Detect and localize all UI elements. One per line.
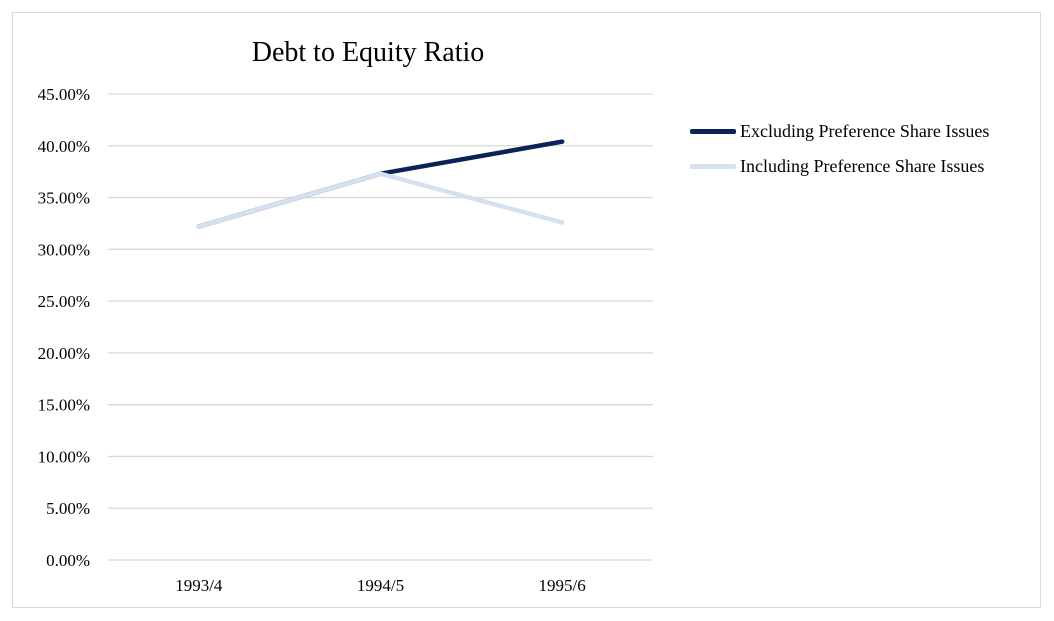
y-tick-label: 15.00%	[38, 396, 90, 415]
chart-title: Debt to Equity Ratio	[252, 37, 485, 68]
y-tick-label: 40.00%	[38, 137, 90, 156]
y-tick-label: 10.00%	[38, 447, 90, 466]
y-tick-label: 5.00%	[46, 499, 90, 518]
x-tick-label: 1993/4	[175, 576, 223, 595]
y-tick-label: 20.00%	[38, 344, 90, 363]
x-axis-tick-labels: 1993/4 1994/5 1995/6	[175, 576, 586, 595]
legend-label-including: Including Preference Share Issues	[740, 156, 985, 176]
legend-label-excluding: Excluding Preference Share Issues	[740, 121, 990, 141]
legend-swatch-excluding	[690, 129, 736, 134]
x-tick-label: 1995/6	[539, 576, 586, 595]
y-tick-label: 30.00%	[38, 240, 90, 259]
legend-item-excluding: Excluding Preference Share Issues	[690, 114, 989, 149]
y-tick-label: 45.00%	[38, 85, 90, 104]
series-line-excluding	[196, 139, 565, 229]
y-tick-label: 35.00%	[38, 189, 90, 208]
series-line-including	[196, 171, 565, 229]
legend-item-including: Including Preference Share Issues	[690, 149, 989, 184]
x-tick-label: 1994/5	[357, 576, 404, 595]
y-tick-label: 0.00%	[46, 551, 90, 570]
series-lines	[196, 139, 565, 229]
gridlines	[108, 93, 653, 561]
y-tick-label: 25.00%	[38, 292, 90, 311]
legend-swatch-including	[690, 164, 736, 169]
y-axis-tick-labels: 0.00% 5.00% 10.00% 15.00% 20.00% 25.00% 30.00%…	[38, 85, 90, 570]
legend: Excluding Preference Share Issues Includ…	[690, 114, 989, 184]
